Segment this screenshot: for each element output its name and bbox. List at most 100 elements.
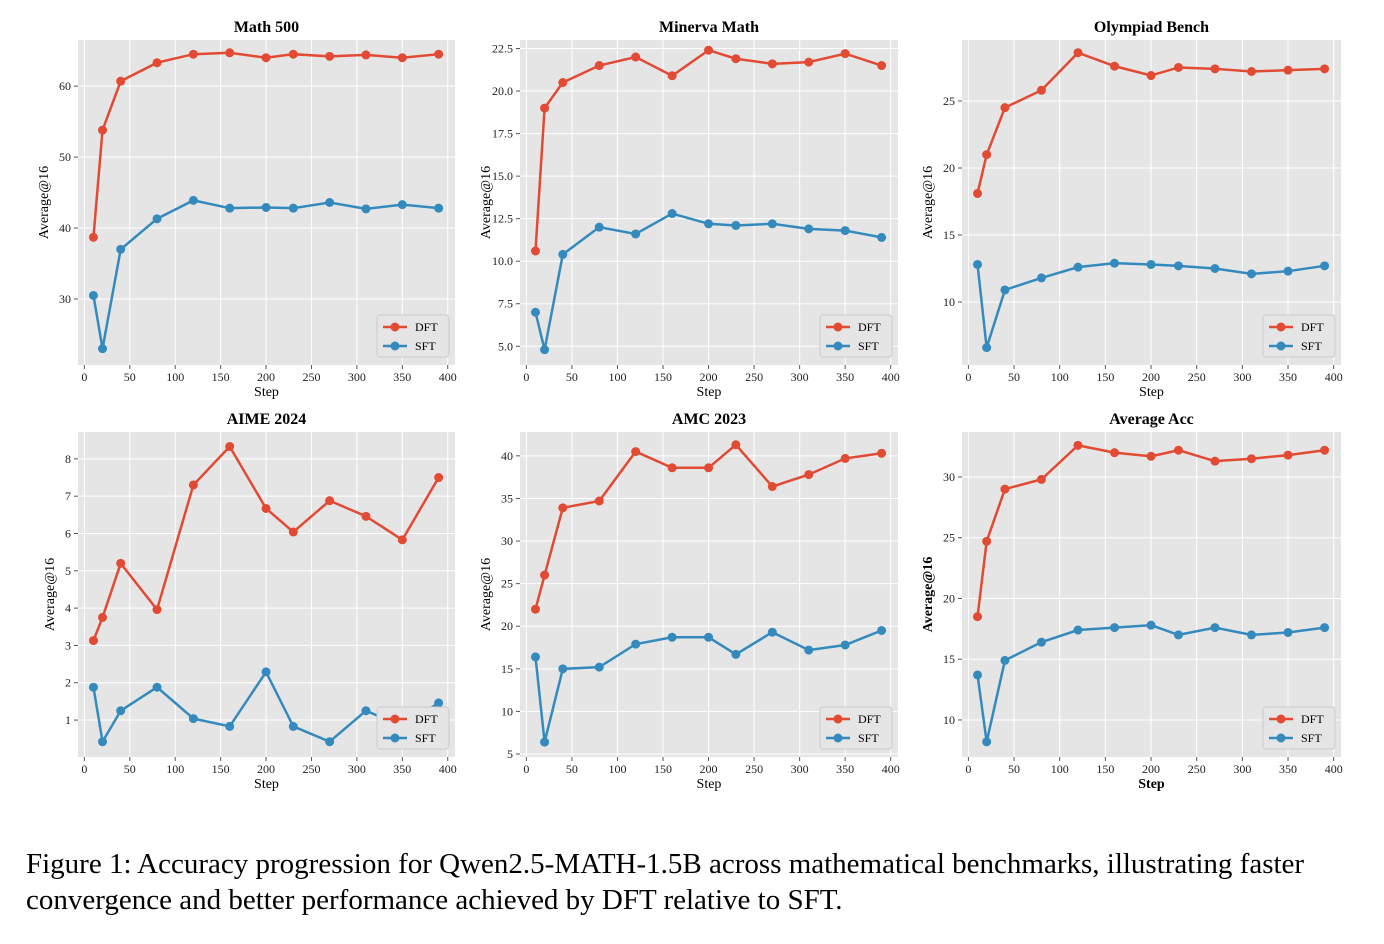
data-point-dft	[1036, 85, 1046, 95]
subplot-amc-2023: 0 50 100 150 200 250 300 350 400 5 10 15 20 25 30 35 40 A…	[479, 411, 900, 792]
legend: DFT SFT	[819, 706, 893, 750]
y-tick-label: 7	[65, 489, 71, 503]
x-tick-label: 150	[654, 762, 672, 776]
y-tick-label: 50	[59, 150, 71, 164]
x-tick-label: 50	[1008, 370, 1020, 384]
data-point-dft	[804, 470, 814, 480]
y-tick-label: 2	[65, 676, 71, 690]
subplot-title: Math 500	[234, 19, 299, 36]
legend-marker-sft	[1276, 733, 1286, 743]
y-tick-label: 15.0	[492, 169, 513, 183]
data-point-sft	[152, 214, 162, 224]
x-tick-label: 350	[393, 370, 411, 384]
x-tick-label: 400	[1325, 370, 1343, 384]
x-tick-label: 400	[882, 762, 900, 776]
data-point-dft	[361, 511, 371, 521]
x-tick-label: 50	[566, 370, 578, 384]
data-point-dft	[116, 558, 126, 568]
data-point-sft	[397, 200, 407, 210]
x-tick-label: 400	[882, 370, 900, 384]
data-point-dft	[1073, 48, 1083, 58]
x-axis-label: Step	[697, 777, 722, 792]
x-tick-label: 250	[302, 370, 320, 384]
data-point-sft	[225, 721, 235, 731]
data-point-dft	[667, 463, 677, 473]
x-tick-label: 250	[1188, 762, 1206, 776]
x-tick-label: 250	[1188, 370, 1206, 384]
data-point-sft	[558, 664, 568, 674]
legend-box	[376, 314, 450, 358]
x-tick-label: 100	[166, 370, 184, 384]
data-point-dft	[594, 496, 604, 506]
y-tick-label: 30	[59, 292, 71, 306]
data-point-sft	[1110, 623, 1120, 633]
x-tick-label: 200	[700, 370, 718, 384]
data-point-sft	[767, 627, 777, 637]
data-point-dft	[1110, 61, 1120, 71]
y-tick-label: 15	[943, 228, 955, 242]
x-tick-label: 350	[1279, 762, 1297, 776]
data-point-sft	[261, 202, 271, 212]
x-tick-label: 300	[1233, 762, 1251, 776]
x-tick-label: 200	[1142, 370, 1160, 384]
legend-label-dft: DFT	[858, 320, 881, 334]
data-point-dft	[98, 125, 108, 135]
data-point-sft	[1173, 261, 1183, 271]
series-line-sft	[976, 261, 1325, 348]
x-tick-label: 400	[439, 762, 457, 776]
x-tick-label: 0	[523, 370, 529, 384]
y-tick-label: 10	[943, 295, 955, 309]
subplot-title: AIME 2024	[227, 411, 307, 428]
x-axis-label: Step	[254, 385, 279, 400]
data-point-dft	[767, 482, 777, 492]
x-tick-label: 350	[1279, 370, 1297, 384]
data-point-dft	[1247, 66, 1257, 76]
subplot-title: Minerva Math	[659, 19, 759, 36]
x-tick-label: 350	[393, 762, 411, 776]
legend-label-sft: SFT	[858, 339, 879, 353]
data-point-sft	[434, 203, 444, 213]
data-point-sft	[1247, 630, 1257, 640]
x-tick-label: 300	[1233, 370, 1251, 384]
y-tick-label: 12.5	[492, 212, 513, 226]
data-point-sft	[1073, 262, 1083, 272]
data-point-dft	[530, 246, 540, 256]
y-tick-label: 10	[501, 704, 513, 718]
data-point-sft	[877, 625, 887, 635]
legend: DFT SFT	[376, 706, 450, 750]
data-point-sft	[1110, 258, 1120, 268]
data-point-dft	[1320, 64, 1330, 74]
data-point-dft	[594, 61, 604, 71]
y-tick-label: 5	[65, 564, 71, 578]
data-point-sft	[982, 737, 992, 747]
y-tick-label: 5.0	[498, 339, 513, 353]
legend-label-sft: SFT	[1301, 731, 1322, 745]
data-point-sft	[1036, 637, 1046, 647]
y-tick-label: 5	[507, 747, 513, 761]
data-point-sft	[704, 219, 714, 229]
data-point-dft	[1036, 474, 1046, 484]
data-point-sft	[261, 667, 271, 677]
data-point-dft	[704, 45, 714, 55]
data-point-sft	[1320, 623, 1330, 633]
x-tick-label: 250	[745, 762, 763, 776]
data-point-dft	[704, 463, 714, 473]
y-axis-label: Average@16	[921, 557, 936, 633]
y-tick-label: 4	[65, 601, 71, 615]
x-tick-label: 200	[257, 370, 275, 384]
data-point-sft	[88, 682, 98, 692]
data-point-sft	[804, 224, 814, 234]
data-point-dft	[631, 447, 641, 457]
x-tick-label: 300	[791, 370, 809, 384]
data-point-sft	[188, 714, 198, 724]
y-tick-label: 17.5	[492, 127, 513, 141]
x-tick-label: 100	[608, 762, 626, 776]
data-point-dft	[530, 604, 540, 614]
series-line-dft	[534, 443, 882, 610]
x-axis-label: Step	[1138, 777, 1165, 792]
data-point-dft	[731, 440, 741, 450]
y-tick-label: 25	[943, 531, 955, 545]
legend-label-dft: DFT	[1301, 712, 1324, 726]
data-point-sft	[1210, 623, 1220, 633]
data-point-sft	[1283, 266, 1293, 276]
